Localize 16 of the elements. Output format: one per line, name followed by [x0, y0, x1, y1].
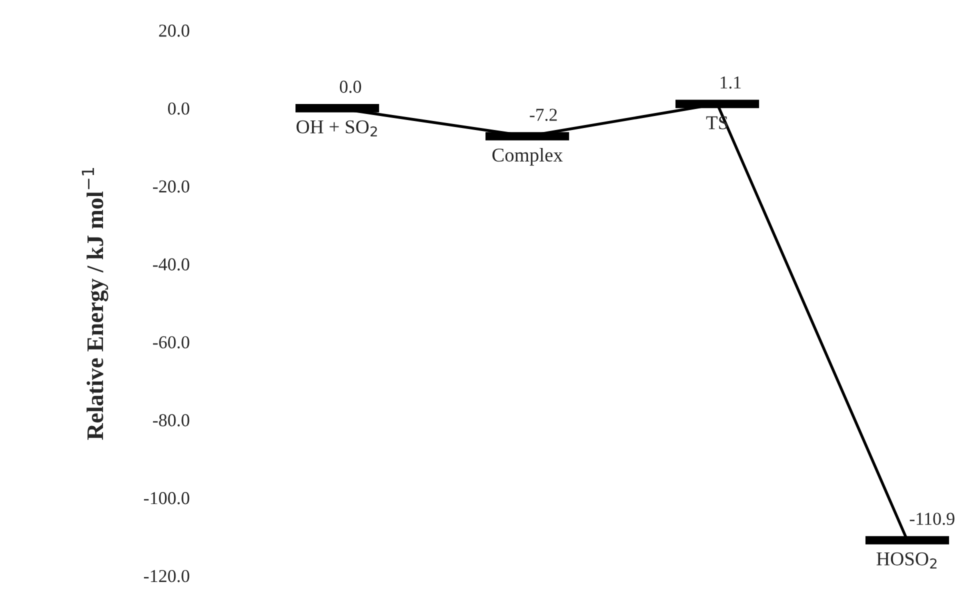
- y-tick-label: -100.0: [144, 492, 190, 504]
- y-axis-title: Relative Energy / kJ mol$^{−1}$: [82, 168, 108, 440]
- x-tick-label: HOSO$_{2}$: [876, 552, 936, 568]
- y-tick-label: -40.0: [153, 258, 190, 271]
- y-tick-label: -120.0: [144, 570, 190, 582]
- y-tick-label: -60.0: [153, 336, 190, 348]
- data-label: -7.2: [530, 108, 557, 121]
- x-tick-label: Complex: [492, 148, 563, 166]
- y-tick-label: -20.0: [153, 180, 190, 193]
- y-tick-label: 20.0: [159, 24, 190, 37]
- data-label: 1.1: [720, 76, 741, 89]
- data-label: 0.0: [340, 80, 362, 93]
- data-label: -110.9: [910, 512, 954, 525]
- x-tick-label: OH + SO$_{2}$: [296, 120, 377, 136]
- y-tick-label: -80.0: [153, 414, 190, 426]
- y-tick-label: 0.0: [168, 102, 190, 115]
